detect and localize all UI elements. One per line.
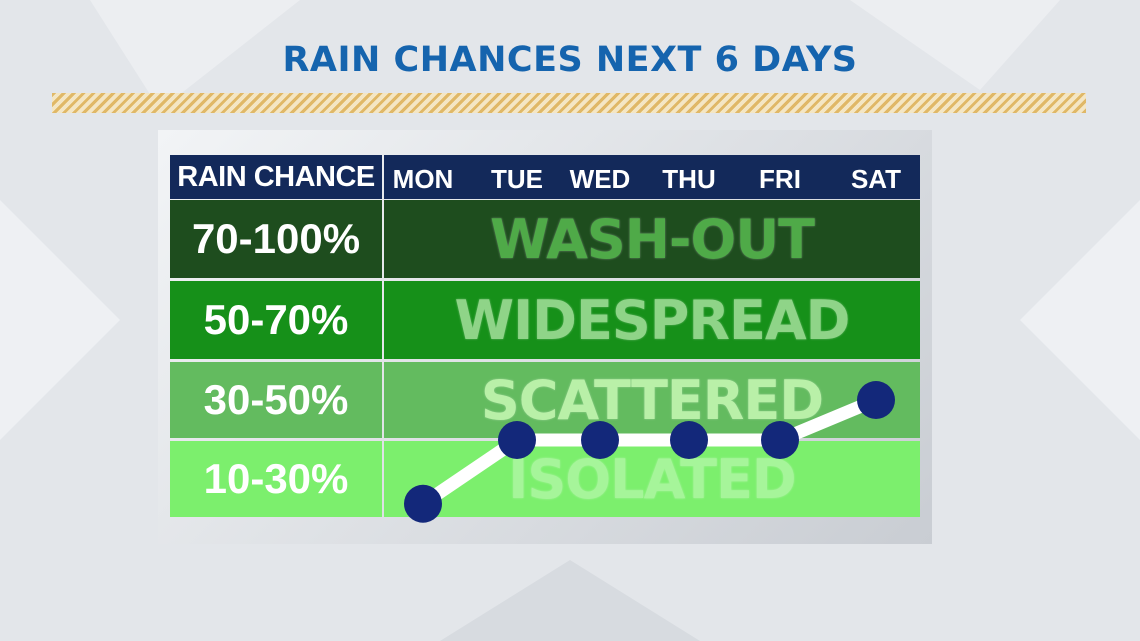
row-label-isolated: 10-30% [170,441,382,517]
data-point-sat [857,381,895,419]
day-label-wed: WED [570,164,631,194]
band-scattered: SCATTERED [384,362,920,438]
header-rain-chance: RAIN CHANCE [170,155,382,199]
data-point-tue [498,421,536,459]
title-underline-stripe [52,93,1086,113]
data-point-wed [581,421,619,459]
chart-title: RAIN CHANCES NEXT 6 DAYS [282,40,858,80]
day-label-thu: THU [662,164,715,194]
bg-shard-top-right [850,0,1060,90]
row-label-scattered: 30-50% [170,362,382,438]
data-point-thu [670,421,708,459]
data-point-fri [761,421,799,459]
day-label-fri: FRI [759,164,801,194]
day-label-sat: SAT [851,164,901,194]
row-label-widespread: 50-70% [170,281,382,359]
band-isolated: ISOLATED [384,441,920,517]
bg-diamond-bottom [440,560,700,641]
bg-shard-top-left [90,0,300,110]
header-days-bar [384,155,920,199]
day-label-mon: MON [393,164,454,194]
band-washout: WASH-OUT [384,200,920,278]
bg-diamond-right [1020,200,1140,440]
band-widespread: WIDESPREAD [384,281,920,359]
trend-line [416,393,883,511]
day-label-tue: TUE [491,164,543,194]
bg-diamond-left [0,200,120,440]
row-label-washout: 70-100% [170,200,382,278]
data-point-mon [404,484,442,523]
